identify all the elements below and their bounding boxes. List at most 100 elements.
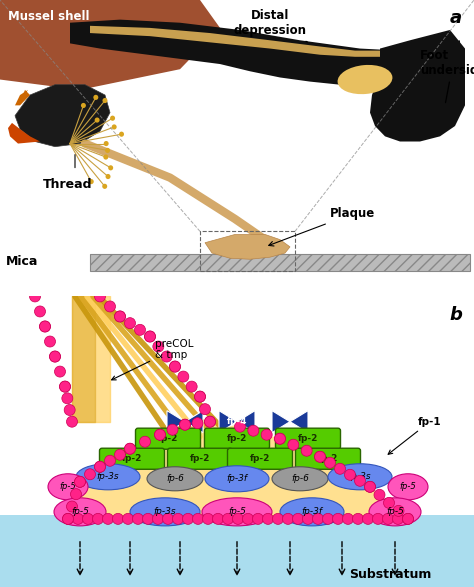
Circle shape	[145, 331, 155, 342]
Circle shape	[292, 514, 303, 524]
Circle shape	[55, 366, 65, 377]
Text: b: b	[449, 306, 462, 325]
Polygon shape	[15, 85, 110, 147]
Circle shape	[102, 98, 108, 103]
Circle shape	[93, 95, 98, 100]
Circle shape	[301, 445, 312, 456]
Circle shape	[63, 514, 73, 524]
Polygon shape	[290, 411, 308, 433]
Circle shape	[383, 497, 394, 508]
Circle shape	[125, 443, 136, 454]
Circle shape	[263, 514, 273, 524]
Circle shape	[115, 311, 126, 322]
Polygon shape	[205, 234, 290, 259]
Circle shape	[94, 291, 106, 302]
Circle shape	[365, 481, 375, 492]
Polygon shape	[370, 30, 465, 141]
Circle shape	[173, 514, 183, 524]
Circle shape	[104, 456, 116, 466]
Circle shape	[363, 514, 374, 524]
Circle shape	[105, 148, 110, 153]
Circle shape	[170, 361, 181, 372]
Text: Mica: Mica	[6, 255, 38, 268]
Circle shape	[49, 351, 61, 362]
Circle shape	[302, 514, 313, 524]
Circle shape	[194, 391, 206, 402]
Circle shape	[60, 381, 71, 392]
Circle shape	[274, 433, 285, 444]
Circle shape	[274, 433, 285, 444]
Circle shape	[373, 514, 383, 524]
Circle shape	[315, 451, 326, 462]
Text: fp-5: fp-5	[228, 507, 246, 517]
Polygon shape	[219, 411, 237, 433]
Circle shape	[163, 514, 173, 524]
Text: fp-5: fp-5	[400, 483, 416, 491]
Ellipse shape	[54, 498, 106, 526]
FancyBboxPatch shape	[136, 428, 201, 449]
Text: fp-6: fp-6	[291, 474, 309, 483]
Circle shape	[103, 154, 109, 160]
Circle shape	[315, 451, 326, 462]
Circle shape	[39, 321, 51, 332]
Circle shape	[353, 514, 364, 524]
Circle shape	[35, 306, 46, 317]
Circle shape	[139, 436, 151, 447]
Circle shape	[110, 116, 115, 121]
Circle shape	[106, 174, 110, 179]
FancyBboxPatch shape	[100, 448, 164, 469]
Circle shape	[335, 463, 346, 474]
Circle shape	[145, 331, 155, 342]
Circle shape	[104, 141, 109, 146]
Circle shape	[402, 514, 413, 524]
Text: fp-5: fp-5	[386, 507, 404, 517]
Circle shape	[45, 336, 55, 347]
Circle shape	[89, 179, 94, 184]
Text: fp-2: fp-2	[158, 434, 178, 443]
FancyBboxPatch shape	[228, 448, 292, 469]
Text: fp-6: fp-6	[166, 474, 184, 483]
Bar	[0, 515, 474, 587]
Text: fp-3s: fp-3s	[349, 473, 371, 481]
Circle shape	[212, 514, 224, 524]
Text: fp-3s: fp-3s	[154, 507, 176, 517]
Circle shape	[273, 514, 283, 524]
Text: fp-1: fp-1	[388, 417, 442, 454]
Circle shape	[182, 514, 193, 524]
Circle shape	[153, 514, 164, 524]
Circle shape	[102, 514, 113, 524]
Circle shape	[180, 419, 191, 430]
Circle shape	[374, 490, 385, 500]
Circle shape	[135, 325, 146, 335]
Circle shape	[119, 131, 124, 137]
Circle shape	[64, 404, 75, 416]
Circle shape	[288, 439, 299, 450]
Text: fp-3s: fp-3s	[97, 473, 119, 481]
Circle shape	[122, 514, 134, 524]
Bar	[90, 254, 470, 271]
Circle shape	[95, 117, 100, 123]
Text: fp-5: fp-5	[71, 507, 89, 517]
Circle shape	[102, 184, 107, 189]
Circle shape	[402, 514, 413, 524]
Circle shape	[283, 514, 293, 524]
Circle shape	[62, 393, 73, 404]
Circle shape	[253, 514, 264, 524]
Circle shape	[94, 461, 106, 473]
FancyBboxPatch shape	[167, 448, 233, 469]
Text: Thread: Thread	[43, 178, 93, 191]
Circle shape	[202, 514, 213, 524]
Circle shape	[92, 514, 103, 524]
Circle shape	[194, 391, 206, 402]
Circle shape	[322, 514, 334, 524]
Polygon shape	[90, 26, 380, 57]
Circle shape	[312, 514, 323, 524]
Text: fp-4: fp-4	[227, 417, 247, 426]
Text: fp-2: fp-2	[190, 454, 210, 463]
Polygon shape	[237, 411, 255, 433]
Circle shape	[74, 476, 85, 487]
Ellipse shape	[48, 474, 88, 500]
Circle shape	[153, 341, 164, 352]
Polygon shape	[68, 421, 408, 519]
Text: preCOL
& tmp: preCOL & tmp	[111, 339, 193, 380]
